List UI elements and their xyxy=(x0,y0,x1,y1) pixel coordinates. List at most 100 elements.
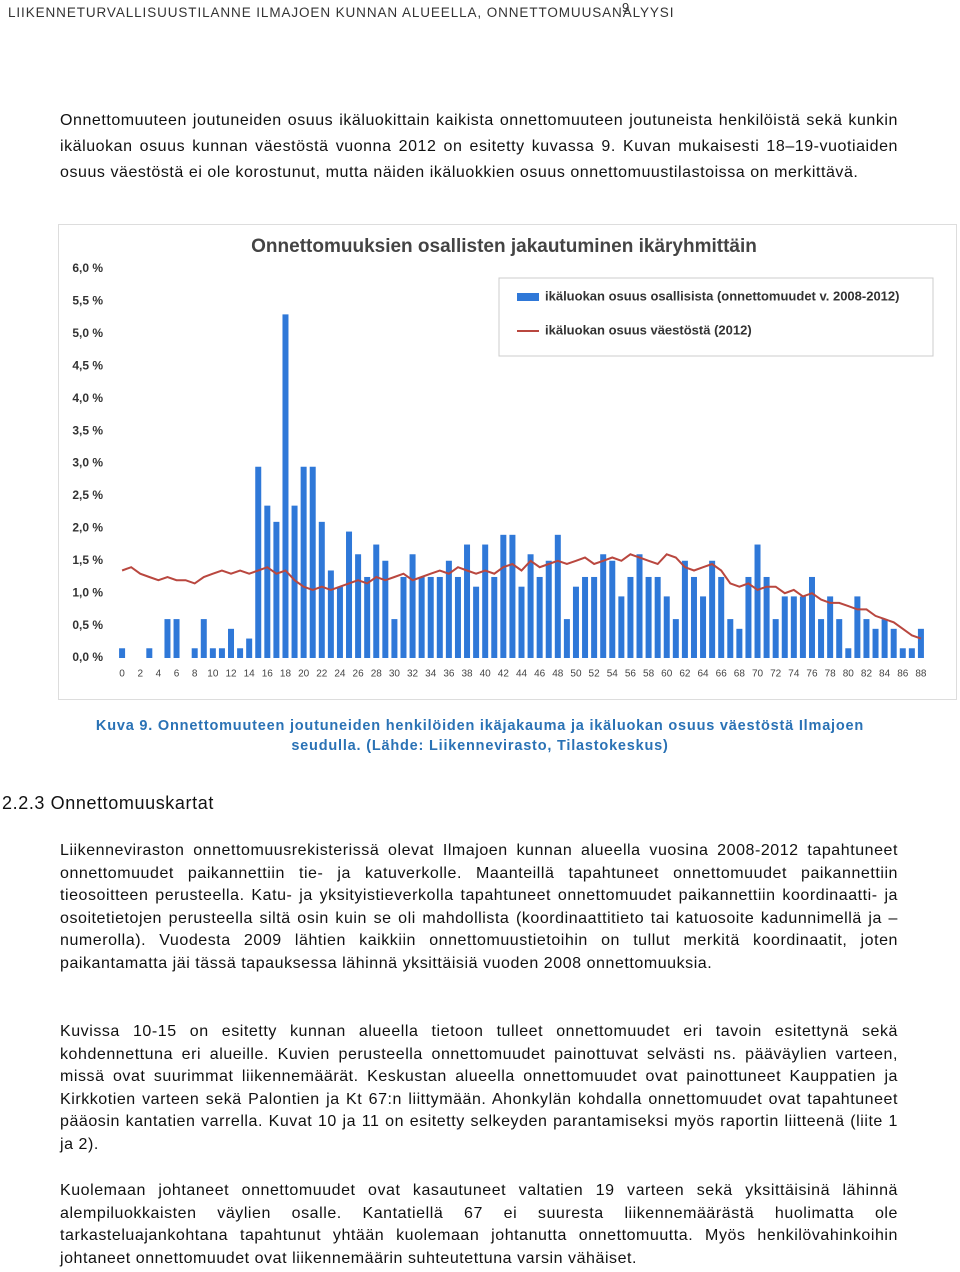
bar xyxy=(772,619,779,658)
bar xyxy=(200,619,207,658)
x-tick-label: 4 xyxy=(156,669,162,680)
bar xyxy=(482,544,489,658)
x-tick-label: 22 xyxy=(316,669,328,680)
x-tick-label: 74 xyxy=(788,669,800,680)
x-tick-label: 70 xyxy=(752,669,764,680)
bar xyxy=(736,628,743,658)
x-tick-label: 66 xyxy=(716,669,728,680)
x-tick-label: 32 xyxy=(407,669,419,680)
figure: Onnettomuuksien osallisten jakautuminen … xyxy=(58,224,957,700)
x-tick-label: 82 xyxy=(861,669,873,680)
bar xyxy=(609,560,616,658)
bar xyxy=(754,544,761,658)
x-tick-label: 6 xyxy=(174,669,180,680)
x-tick-label: 54 xyxy=(607,669,619,680)
bar xyxy=(509,534,516,658)
bar xyxy=(636,554,643,658)
bar xyxy=(536,576,543,658)
x-tick-label: 48 xyxy=(552,669,564,680)
bar xyxy=(491,576,498,658)
bar xyxy=(309,466,316,658)
bar xyxy=(908,648,915,658)
bar xyxy=(164,619,171,658)
x-tick-label: 2 xyxy=(137,669,143,680)
chart-title: Onnettomuuksien osallisten jakautuminen … xyxy=(251,236,757,257)
x-tick-label: 50 xyxy=(570,669,582,680)
bar xyxy=(291,505,298,658)
x-tick-label: 78 xyxy=(825,669,837,680)
x-tick-label: 72 xyxy=(770,669,782,680)
line xyxy=(121,553,922,640)
x-tick-label: 8 xyxy=(192,669,198,680)
x-tick-label: 56 xyxy=(625,669,637,680)
y-tick-label: 5,5 % xyxy=(72,294,103,308)
bar xyxy=(473,586,480,658)
y-tick-label: 1,5 % xyxy=(72,553,103,567)
x-tick-label: 0 xyxy=(119,669,125,680)
bar xyxy=(545,560,552,658)
bar xyxy=(763,576,770,658)
x-tick-label: 68 xyxy=(734,669,746,680)
bar xyxy=(899,648,906,658)
bar xyxy=(709,560,716,658)
bar xyxy=(355,554,362,658)
y-tick-label: 0,0 % xyxy=(72,650,103,664)
x-tick-label: 42 xyxy=(498,669,510,680)
y-tick-label: 2,5 % xyxy=(72,488,103,502)
y-tick-label: 3,5 % xyxy=(72,423,103,437)
bar xyxy=(373,544,380,658)
bar xyxy=(663,596,670,658)
x-tick-label: 84 xyxy=(879,669,891,680)
x-tick-label: 88 xyxy=(915,669,927,680)
bar xyxy=(464,544,471,658)
bar xyxy=(391,619,398,658)
bar xyxy=(917,628,924,658)
x-tick-label: 34 xyxy=(425,669,437,680)
bar xyxy=(700,596,707,658)
x-tick-label: 60 xyxy=(661,669,673,680)
legend-label: ikäluokan osuus osallisista (onnettomuud… xyxy=(545,288,899,303)
bar xyxy=(591,576,598,658)
bar xyxy=(845,648,852,658)
bar xyxy=(427,576,434,658)
paragraph: Onnettomuuteen joutuneiden osuus ikäluok… xyxy=(60,112,898,181)
bar xyxy=(572,586,579,658)
x-tick-label: 24 xyxy=(334,669,346,680)
paragraph: Kuvissa 10-15 on esitetty kunnan alueell… xyxy=(60,1023,898,1153)
bar xyxy=(854,596,861,658)
bar xyxy=(554,534,561,658)
x-tick-label: 40 xyxy=(480,669,492,680)
bar xyxy=(119,648,126,658)
x-tick-label: 80 xyxy=(843,669,855,680)
x-tick-label: 20 xyxy=(298,669,310,680)
y-tick-label: 6,0 % xyxy=(72,261,103,275)
x-tick-label: 86 xyxy=(897,669,909,680)
bar xyxy=(618,596,625,658)
bar xyxy=(518,586,525,658)
chart: Onnettomuuksien osallisten jakautuminen … xyxy=(72,236,934,680)
bar xyxy=(327,570,334,658)
bar xyxy=(409,554,416,658)
bar xyxy=(872,628,879,658)
y-tick-label: 2,0 % xyxy=(72,521,103,535)
bar xyxy=(500,534,507,658)
bar xyxy=(645,576,652,658)
bar xyxy=(790,596,797,658)
bar xyxy=(827,596,834,658)
x-tick-label: 10 xyxy=(207,669,219,680)
x-tick-label: 28 xyxy=(371,669,383,680)
bar xyxy=(336,586,343,658)
x-tick-label: 46 xyxy=(534,669,546,680)
bar xyxy=(563,619,570,658)
bar xyxy=(527,554,534,658)
x-tick-label: 14 xyxy=(244,669,256,680)
page-number: 9 xyxy=(622,0,630,15)
x-tick-label: 62 xyxy=(679,669,691,680)
bar xyxy=(727,619,734,658)
bar xyxy=(264,505,271,658)
bar xyxy=(346,531,353,658)
bar xyxy=(282,314,289,658)
legend-label: ikäluokan osuus väestöstä (2012) xyxy=(545,322,752,337)
bar xyxy=(836,619,843,658)
